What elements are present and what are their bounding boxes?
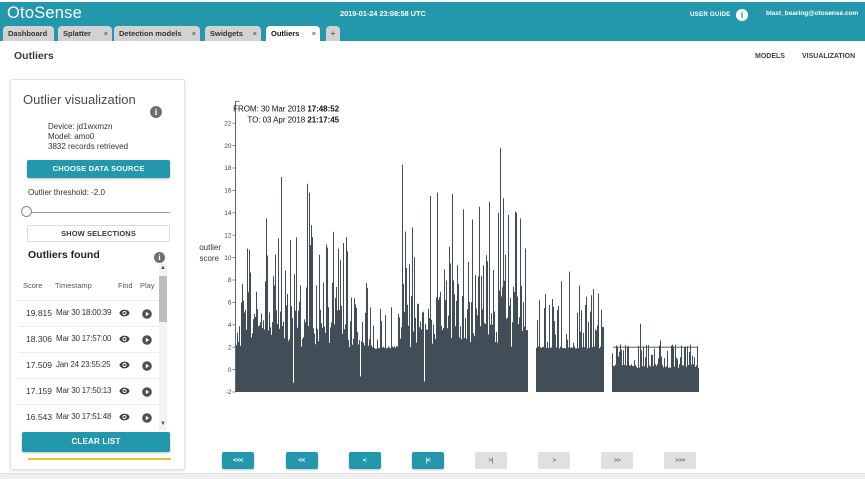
svg-text:4: 4	[228, 322, 232, 329]
svg-text:0: 0	[228, 367, 232, 374]
svg-text:8: 8	[228, 277, 232, 284]
svg-text:18: 18	[224, 165, 232, 172]
svg-text:20: 20	[224, 143, 232, 150]
svg-text:10: 10	[224, 255, 232, 262]
svg-text:TO: 03 Apr 2018 21:17:45: TO: 03 Apr 2018 21:17:45	[247, 116, 339, 125]
svg-text:16: 16	[224, 188, 232, 195]
svg-text:2: 2	[228, 344, 232, 351]
svg-text:22: 22	[224, 120, 232, 127]
svg-text:12: 12	[224, 232, 232, 239]
svg-text:6: 6	[228, 300, 232, 307]
svg-text:outlier: outlier	[199, 243, 221, 252]
svg-text:FROM: 30 Mar 2018 17:48:52: FROM: 30 Mar 2018 17:48:52	[233, 105, 339, 114]
svg-text:-2: -2	[226, 389, 232, 396]
svg-text:score: score	[199, 254, 219, 263]
svg-text:14: 14	[224, 210, 232, 217]
